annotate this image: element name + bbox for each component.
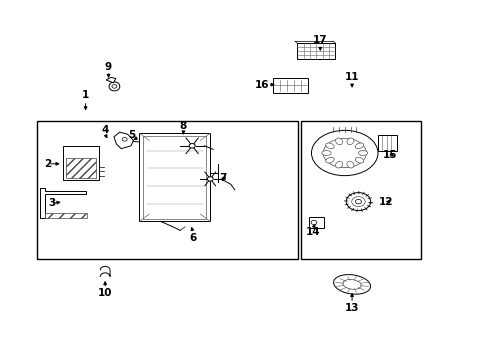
Bar <box>297 43 335 59</box>
Bar <box>143 136 206 219</box>
Text: 8: 8 <box>180 121 186 131</box>
Text: 6: 6 <box>189 233 196 243</box>
Text: 5: 5 <box>128 130 135 140</box>
Bar <box>62 146 99 180</box>
Ellipse shape <box>346 193 370 211</box>
Ellipse shape <box>189 144 195 148</box>
Ellipse shape <box>335 161 342 168</box>
Polygon shape <box>114 132 133 149</box>
Text: 10: 10 <box>98 288 112 298</box>
Ellipse shape <box>323 138 366 168</box>
Ellipse shape <box>109 82 120 91</box>
Ellipse shape <box>325 143 333 149</box>
Text: 16: 16 <box>254 80 268 90</box>
Text: 4: 4 <box>101 125 109 135</box>
Ellipse shape <box>346 138 353 145</box>
Text: 17: 17 <box>312 35 327 45</box>
Ellipse shape <box>335 138 342 145</box>
Bar <box>272 78 307 93</box>
Ellipse shape <box>355 199 361 204</box>
Bar <box>300 121 420 259</box>
Ellipse shape <box>333 275 370 294</box>
Ellipse shape <box>342 279 361 289</box>
Text: 2: 2 <box>44 159 51 169</box>
Bar <box>45 213 87 218</box>
Ellipse shape <box>351 197 365 207</box>
Ellipse shape <box>355 157 363 163</box>
Ellipse shape <box>358 150 367 156</box>
Bar <box>308 217 323 228</box>
Ellipse shape <box>355 143 363 149</box>
Ellipse shape <box>207 177 213 181</box>
Text: 9: 9 <box>105 62 112 72</box>
Ellipse shape <box>321 150 330 156</box>
Text: 1: 1 <box>82 90 89 100</box>
Text: 11: 11 <box>344 72 359 82</box>
Ellipse shape <box>311 130 377 176</box>
Ellipse shape <box>346 161 353 168</box>
Text: 13: 13 <box>344 303 359 313</box>
Bar <box>66 158 96 178</box>
Ellipse shape <box>112 85 117 88</box>
Text: 14: 14 <box>305 227 320 237</box>
Bar <box>377 135 396 151</box>
Text: 12: 12 <box>378 197 393 207</box>
Polygon shape <box>106 77 116 83</box>
Ellipse shape <box>310 220 316 225</box>
Ellipse shape <box>325 157 333 163</box>
Ellipse shape <box>122 138 127 141</box>
Bar <box>139 133 210 221</box>
Polygon shape <box>40 188 85 218</box>
Text: 3: 3 <box>49 198 56 208</box>
Text: 15: 15 <box>382 150 397 160</box>
Bar <box>37 121 298 259</box>
Text: 7: 7 <box>218 173 226 183</box>
